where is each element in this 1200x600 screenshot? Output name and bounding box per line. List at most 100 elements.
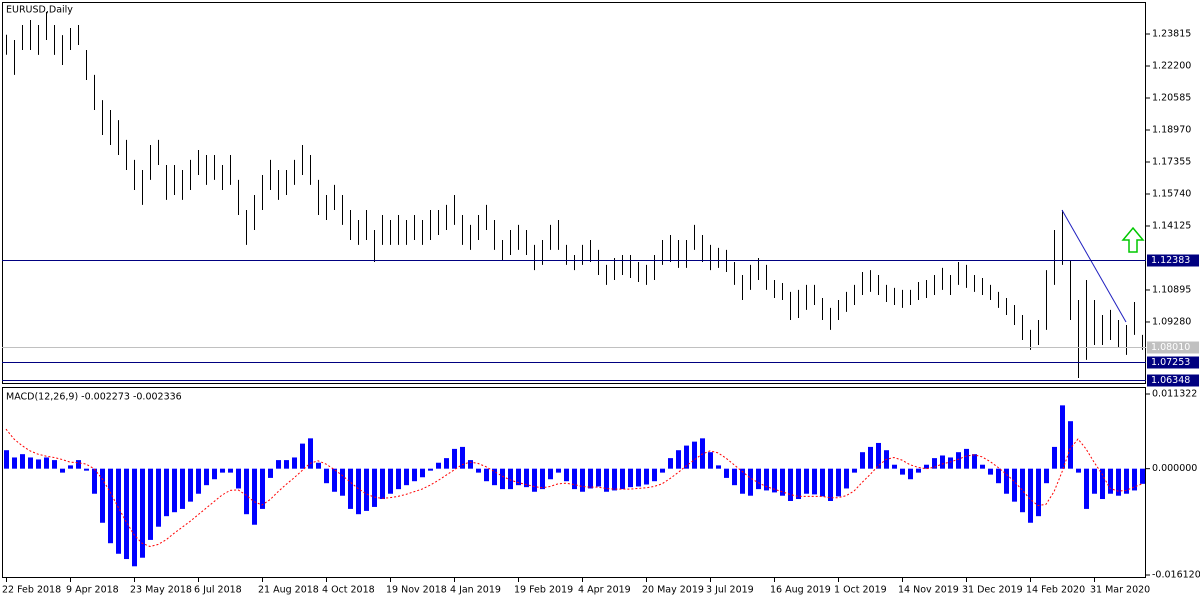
- macd-title: MACD(12,26,9) -0.002273 -0.002336: [6, 392, 182, 403]
- level-label: 1.12383: [1151, 255, 1190, 266]
- price-panel: [2, 2, 1146, 384]
- macd-bar: [852, 468, 857, 473]
- macd-bar: [116, 468, 121, 554]
- level-label: 1.08010: [1151, 342, 1190, 353]
- macd-bar: [876, 442, 881, 469]
- macd-bar: [460, 446, 465, 469]
- macd-bar: [1124, 468, 1129, 494]
- y-tick-label: 1.10895: [1152, 284, 1191, 295]
- x-tick-label: 19 Feb 2019: [514, 585, 573, 596]
- macd-bar: [468, 460, 473, 469]
- y-tick-label: 1.20585: [1152, 92, 1191, 103]
- macd-bar: [1108, 468, 1113, 494]
- x-tick-label: 31 Mar 2020: [1090, 585, 1150, 596]
- x-tick-label: 6 Jul 2018: [194, 585, 242, 596]
- macd-bar: [1140, 468, 1145, 484]
- y-tick-label: -0.016120: [1152, 570, 1200, 581]
- macd-bar: [1012, 468, 1017, 502]
- macd-bar: [36, 459, 41, 469]
- x-tick-label: 31 Dec 2019: [962, 585, 1023, 596]
- macd-bar: [724, 468, 729, 478]
- x-tick-label: 22 Feb 2018: [2, 585, 61, 596]
- macd-bar: [388, 468, 393, 494]
- macd-bar: [60, 468, 65, 473]
- macd-bar: [164, 468, 169, 517]
- up-arrow: [1121, 226, 1145, 253]
- macd-bar: [660, 468, 665, 473]
- x-tick-label: 3 Jul 2019: [706, 585, 754, 596]
- macd-bar: [92, 468, 97, 494]
- macd-bar: [716, 465, 721, 469]
- macd-bar: [236, 468, 241, 489]
- macd-bar: [204, 468, 209, 486]
- macd-bar: [420, 468, 425, 478]
- macd-bar: [124, 468, 129, 560]
- macd-bar: [556, 468, 561, 473]
- macd-bar: [580, 468, 585, 492]
- macd-bar: [588, 468, 593, 489]
- macd-bar: [708, 452, 713, 469]
- macd-bar: [820, 468, 825, 497]
- macd-bar: [196, 468, 201, 494]
- macd-bar: [812, 468, 817, 495]
- macd-bar: [44, 457, 49, 469]
- y-tick-label: 1.15740: [1152, 188, 1191, 199]
- macd-bar: [220, 468, 225, 473]
- macd-bar: [356, 468, 361, 515]
- macd-bar: [532, 468, 537, 492]
- macd-bar: [540, 468, 545, 490]
- macd-bar: [1036, 468, 1041, 517]
- macd-bar: [1004, 468, 1009, 494]
- macd-bar: [564, 468, 569, 482]
- x-tick-label: 20 May 2019: [642, 585, 704, 596]
- macd-bar: [1060, 405, 1065, 469]
- macd-bar: [268, 468, 273, 478]
- level-label-box: [1147, 341, 1199, 354]
- macd-bar: [980, 464, 985, 469]
- x-tick-label: 9 Apr 2018: [66, 585, 119, 596]
- x-tick-label: 14 Feb 2020: [1026, 585, 1085, 596]
- macd-bar: [500, 468, 505, 490]
- macd-bar: [948, 457, 953, 469]
- macd-bar: [212, 468, 217, 480]
- macd-bar: [1100, 468, 1105, 500]
- level-label: 1.06348: [1151, 375, 1190, 386]
- macd-bar: [788, 468, 793, 501]
- macd-bar: [300, 443, 305, 469]
- macd-bar: [508, 468, 513, 490]
- macd-bar: [492, 468, 497, 486]
- macd-bar: [1092, 468, 1097, 494]
- macd-bar: [756, 468, 761, 490]
- macd-bar: [748, 468, 753, 496]
- macd-bar: [1116, 468, 1121, 496]
- macd-bar: [572, 468, 577, 490]
- macd-bar: [52, 460, 57, 469]
- macd-bar: [652, 468, 657, 482]
- y-tick-label: 1.23815: [1152, 28, 1191, 39]
- macd-bar: [604, 468, 609, 492]
- macd-bar: [308, 438, 313, 469]
- y-tick-label: 1.09280: [1152, 316, 1191, 327]
- y-tick-label: 1.22200: [1152, 60, 1191, 71]
- macd-bar: [916, 468, 921, 473]
- macd-bar: [692, 441, 697, 469]
- macd-bar: [148, 468, 153, 540]
- macd-bar: [132, 468, 137, 567]
- macd-bar: [636, 468, 641, 487]
- macd-bar: [396, 468, 401, 490]
- macd-bar: [172, 468, 177, 513]
- macd-bar: [676, 450, 681, 469]
- macd-bar: [940, 455, 945, 469]
- macd-bar: [868, 446, 873, 469]
- macd-bar: [844, 468, 849, 489]
- macd-bar: [180, 468, 185, 509]
- macd-bar: [1132, 468, 1137, 491]
- macd-bar: [244, 468, 249, 515]
- macd-bar: [628, 468, 633, 488]
- macd-bar: [372, 468, 377, 507]
- macd-bar: [228, 468, 233, 473]
- macd-bar: [380, 468, 385, 500]
